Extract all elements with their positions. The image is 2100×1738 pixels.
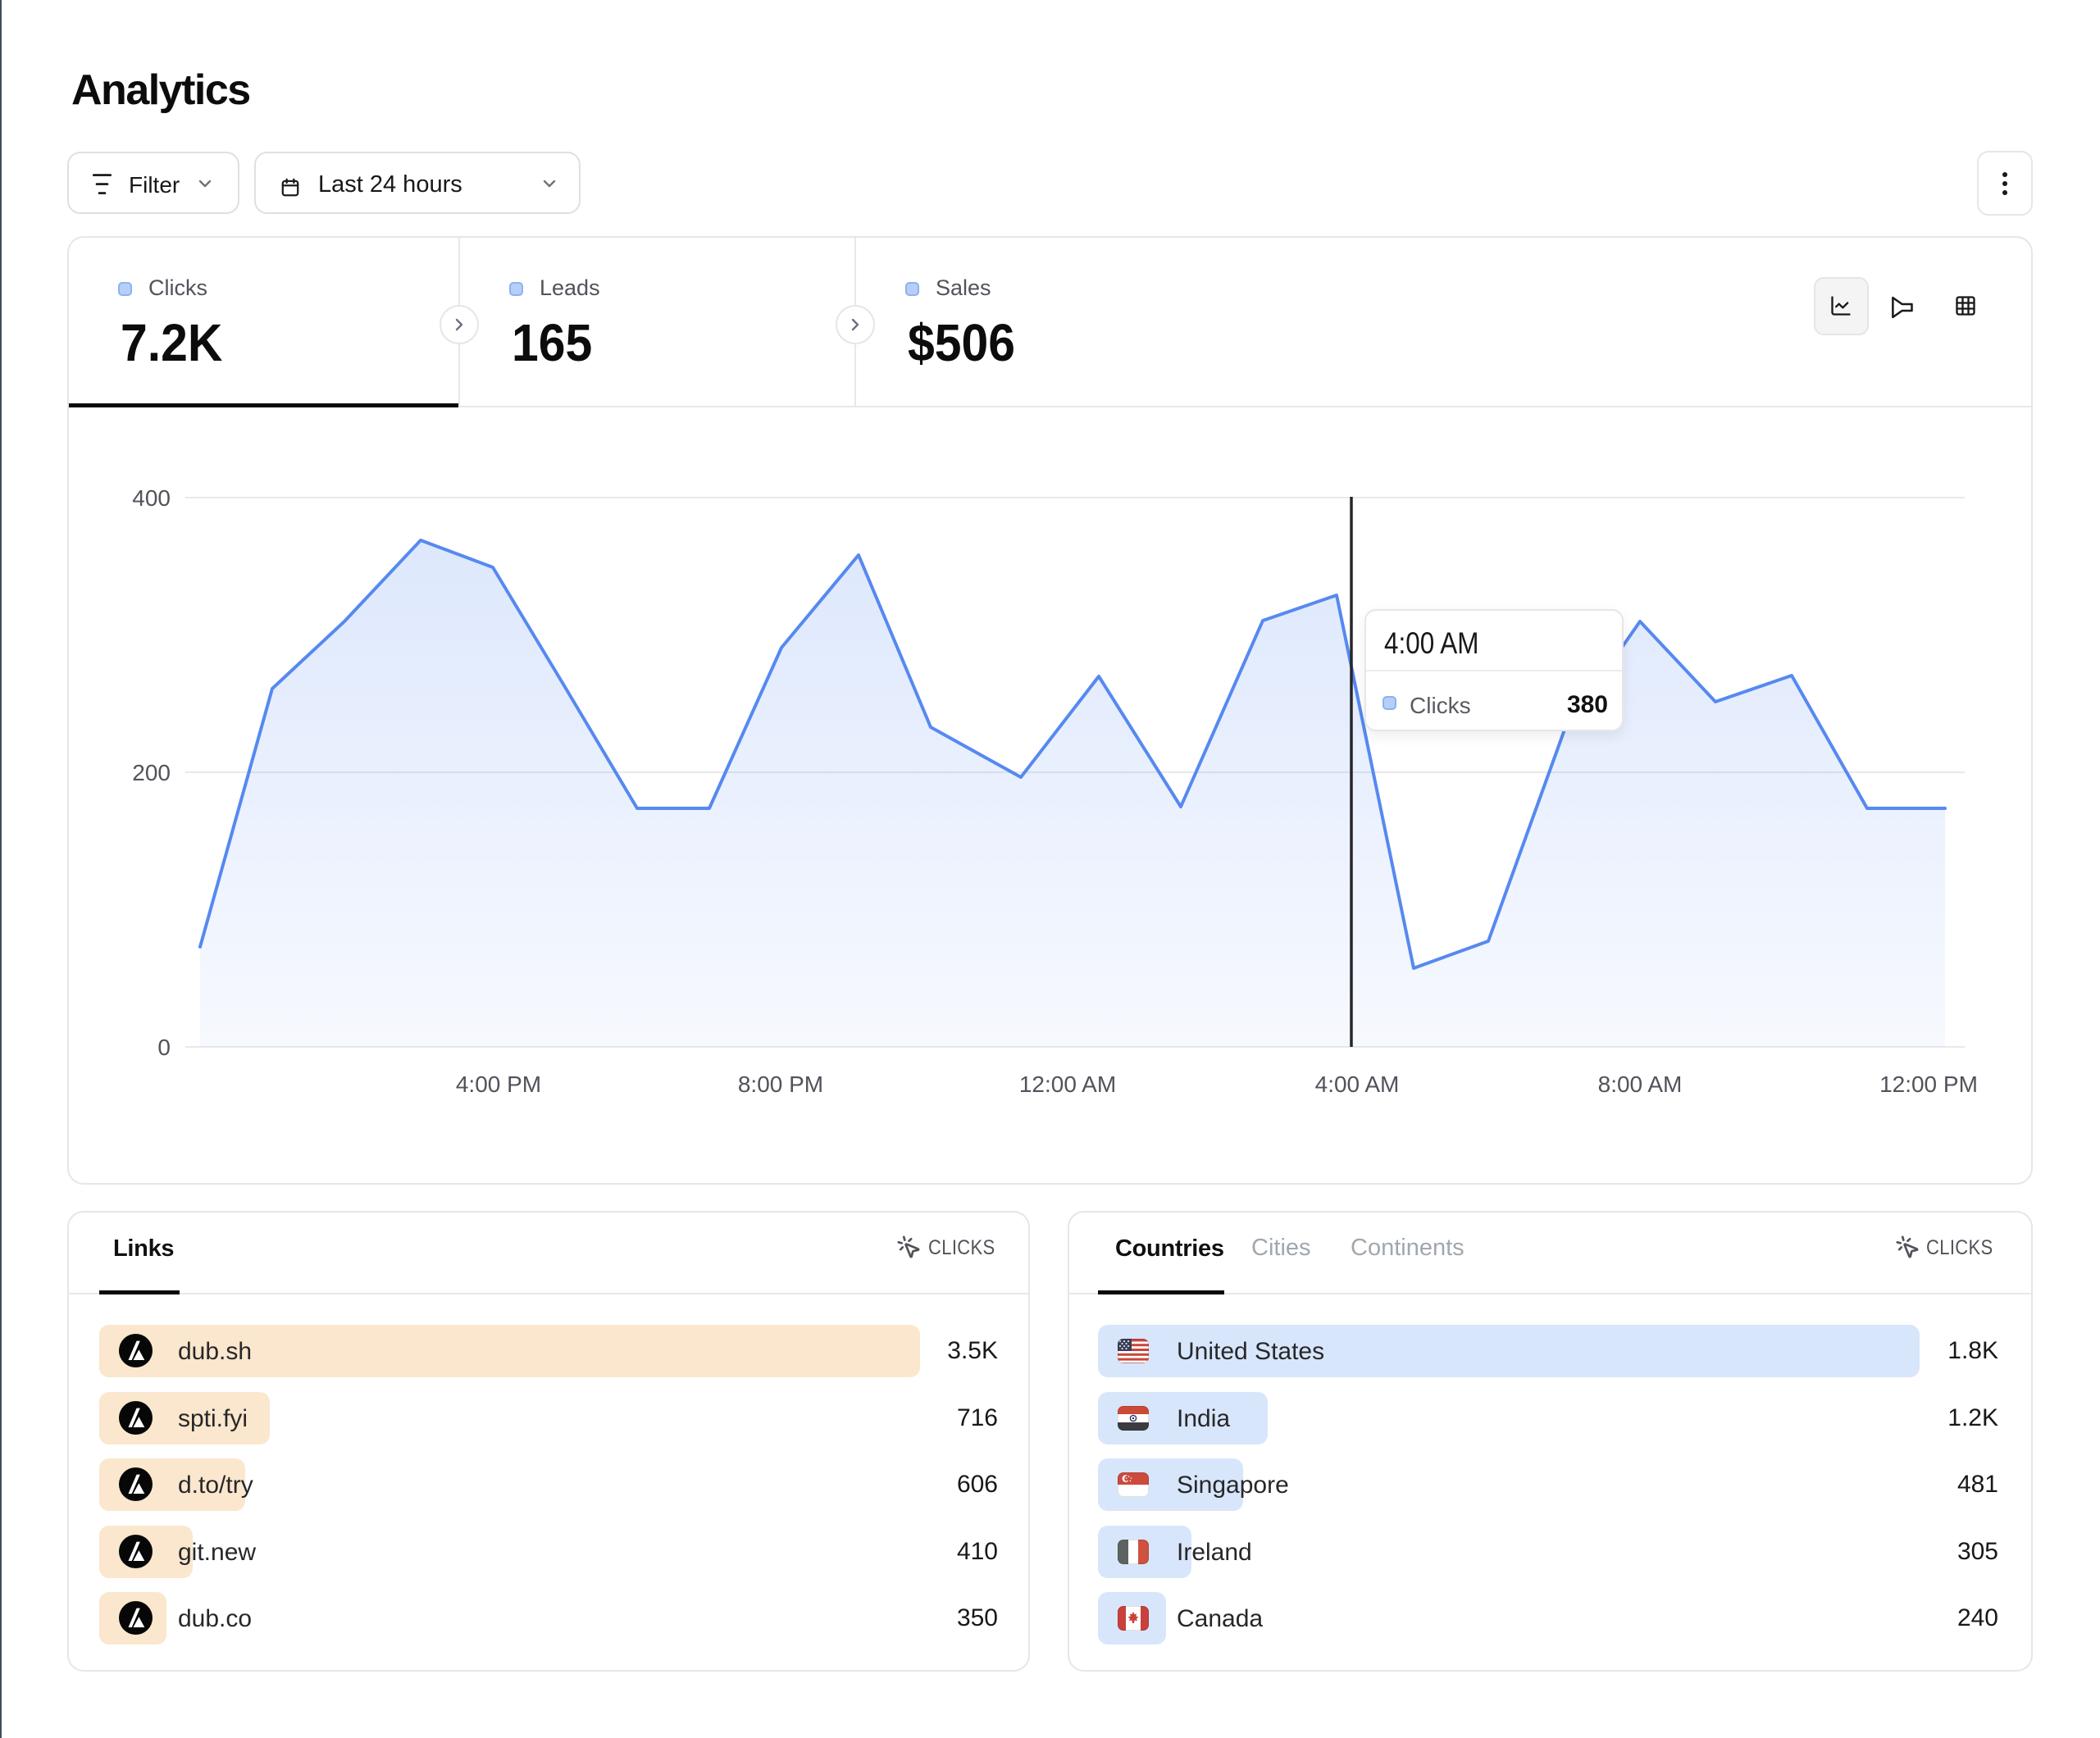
svg-text:8:00 PM: 8:00 PM xyxy=(738,1071,823,1097)
svg-text:4:00 AM: 4:00 AM xyxy=(1315,1071,1400,1097)
svg-text:200: 200 xyxy=(132,760,171,785)
svg-text:12:00 AM: 12:00 AM xyxy=(1019,1071,1116,1097)
svg-text:12:00 PM: 12:00 PM xyxy=(1879,1071,1978,1097)
svg-text:400: 400 xyxy=(132,485,171,511)
svg-text:0: 0 xyxy=(157,1035,171,1060)
svg-text:8:00 AM: 8:00 AM xyxy=(1598,1071,1683,1097)
svg-text:4:00 PM: 4:00 PM xyxy=(456,1071,541,1097)
